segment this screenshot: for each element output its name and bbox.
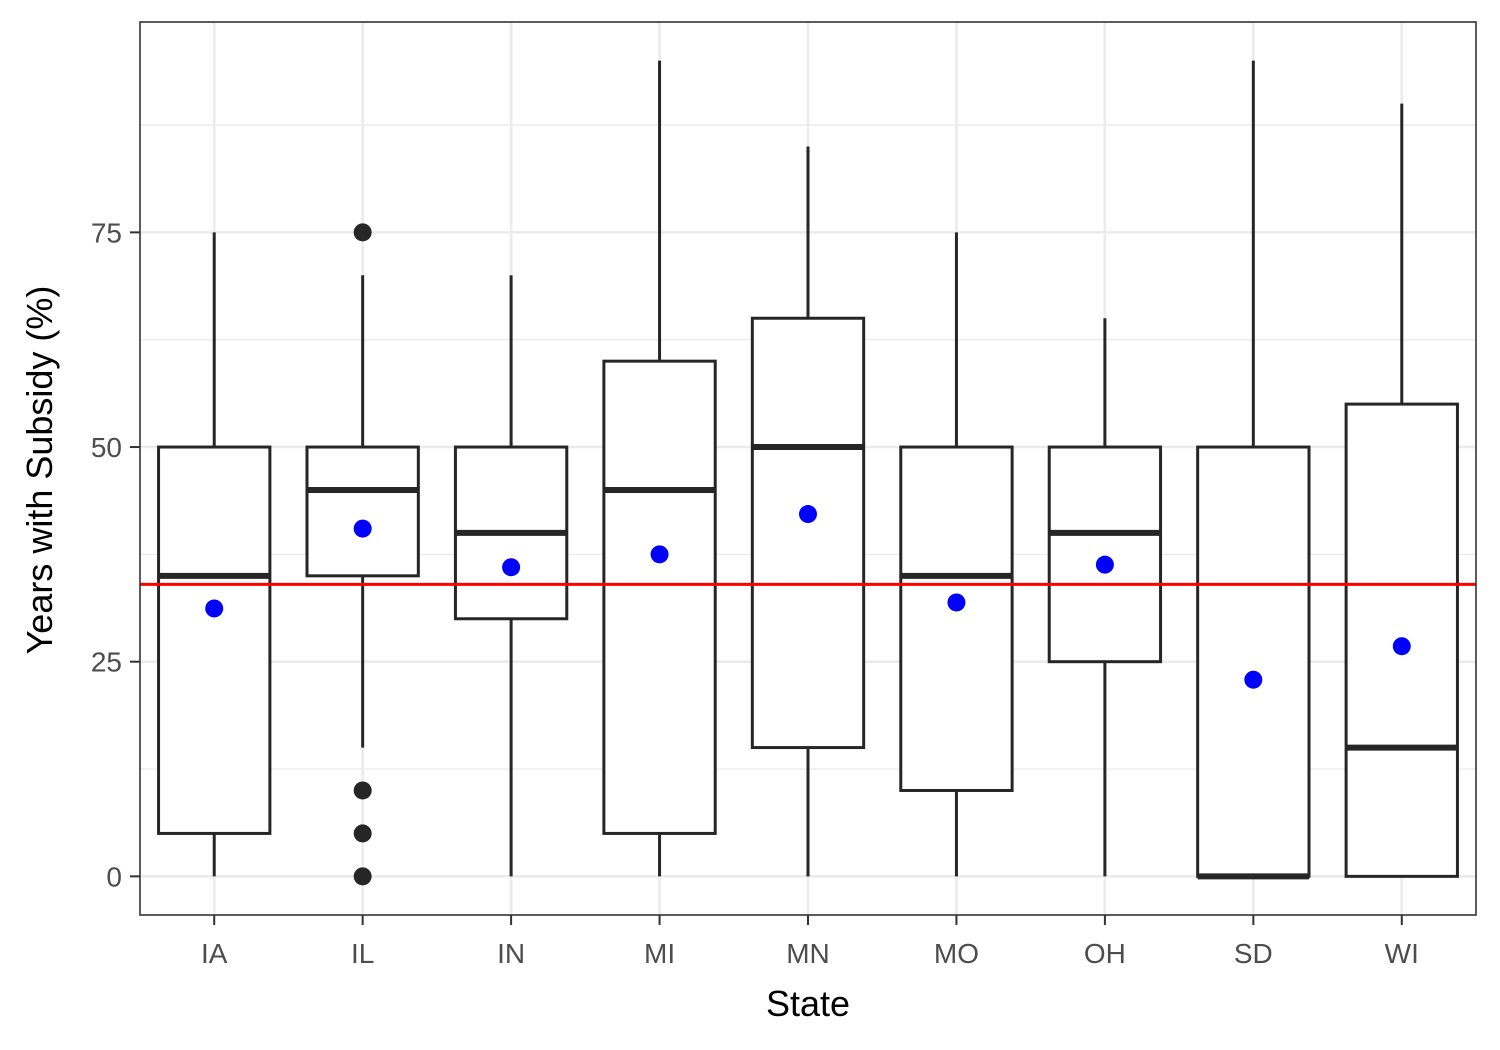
box-il [305,275,420,748]
y-axis-title: Years with Subsidy (%) [19,286,60,655]
x-tick-label: OH [1084,938,1126,969]
box-mn [750,146,866,877]
y-tick-label: 0 [106,861,122,892]
outlier-point [353,824,372,843]
box-body [1047,445,1163,664]
box-wi [1344,103,1459,878]
x-tick-label: IN [497,938,525,969]
outlier-point [353,781,372,800]
box-sd [1196,60,1311,880]
box-mi [602,60,717,877]
box-body [750,316,866,750]
mean-point [205,599,224,618]
mean-point [1095,555,1114,574]
x-tick-label: MO [934,938,979,969]
box-oh [1047,318,1163,877]
mean-point [502,558,521,577]
box-ia [157,232,272,877]
box-body [157,445,272,835]
x-tick-label: MI [644,938,675,969]
box-body [1196,445,1311,878]
outlier-point [353,223,372,242]
x-tick-label: SD [1234,938,1273,969]
box-in [453,275,569,877]
x-tick-label: MN [786,938,830,969]
mean-point [353,519,372,538]
mean-point [799,505,817,524]
y-tick-label: 50 [91,432,122,463]
mean-point [947,593,966,612]
mean-point [1392,637,1411,656]
point-layer [205,223,1411,886]
box-layer [157,60,1459,880]
x-tick-label: WI [1385,938,1419,969]
y-tick-label: 25 [91,647,122,678]
box-body [899,445,1014,792]
x-tick-label: IA [201,938,228,969]
mean-point [650,545,669,564]
box-body [602,359,717,835]
axis-layer: 0 25 50 75 IA IL IN MI MN MO OH SD WI [91,217,1419,969]
x-tick-label: IL [351,938,374,969]
x-axis-title: State [766,983,850,1024]
mean-point [1244,670,1263,689]
y-tick-label: 75 [91,217,122,248]
box-body [305,445,420,578]
outlier-point [353,867,372,886]
box-mo [899,232,1014,877]
